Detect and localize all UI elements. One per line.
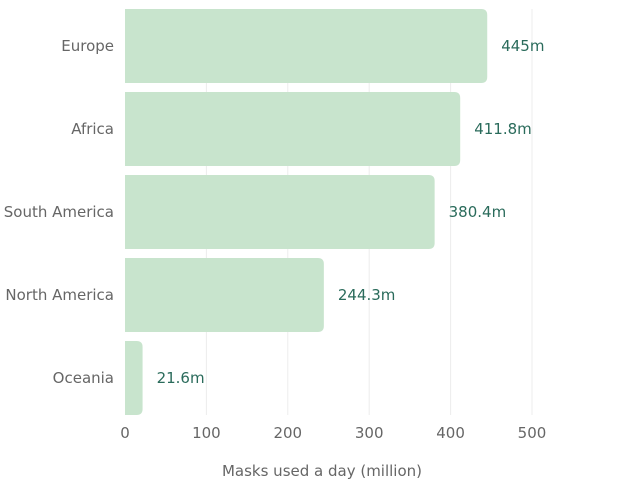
value-labels: 445m 411.8m 380.4m 244.3m 21.6m xyxy=(157,37,545,387)
x-tick-200: 200 xyxy=(273,424,302,442)
value-label-oceania: 21.6m xyxy=(157,369,205,387)
x-tick-500: 500 xyxy=(518,424,547,442)
x-tick-0: 0 xyxy=(120,424,130,442)
bar-north-america xyxy=(125,258,324,332)
category-labels: Europe Africa South America North America Oc… xyxy=(4,37,114,387)
bar-europe xyxy=(125,9,488,83)
category-label-europe: Europe xyxy=(61,37,114,55)
value-label-north-america: 244.3m xyxy=(338,286,396,304)
category-label-africa: Africa xyxy=(71,120,114,138)
x-tick-labels: 0 100 200 300 400 500 xyxy=(120,424,546,442)
bars xyxy=(125,9,488,415)
bar-africa xyxy=(125,92,461,166)
bar-oceania xyxy=(125,341,143,415)
bar-south-america xyxy=(125,175,435,249)
category-label-south-america: South America xyxy=(4,203,114,221)
value-label-south-america: 380.4m xyxy=(449,203,507,221)
category-label-oceania: Oceania xyxy=(53,369,114,387)
x-tick-400: 400 xyxy=(436,424,465,442)
x-tick-300: 300 xyxy=(355,424,384,442)
value-label-africa: 411.8m xyxy=(474,120,532,138)
category-label-north-america: North America xyxy=(5,286,114,304)
x-axis-title: Masks used a day (million) xyxy=(222,462,422,480)
value-label-europe: 445m xyxy=(501,37,544,55)
x-tick-100: 100 xyxy=(192,424,221,442)
